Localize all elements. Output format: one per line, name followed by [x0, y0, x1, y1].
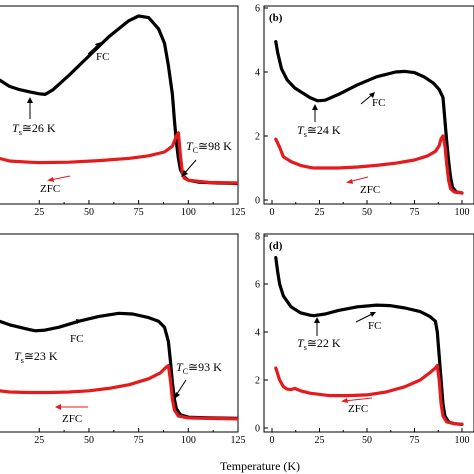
panel-d-letter: (d)	[269, 240, 283, 252]
panel-d-axes	[263, 233, 474, 433]
panel-b-zfc-label: ZFC	[360, 184, 380, 196]
x-tick-label: 100	[455, 435, 470, 446]
x-tick-label: 25	[315, 207, 325, 218]
panel-a-tc-label: TC≅98 K	[186, 139, 232, 155]
panel-a-zfc-arrowhead	[47, 177, 54, 182]
x-tick-label: 0	[270, 435, 275, 446]
panel-b-ts-label: Ts≅24 K	[297, 123, 341, 139]
y-tick-label: 8	[255, 232, 260, 243]
panel-d-zfc-arrowhead	[341, 398, 348, 403]
x-tick-label: 100	[455, 207, 470, 218]
x-tick-label: 125	[231, 207, 246, 218]
panel-d: 0 2 4 6 8 0 25 50 75 100 (d) FC Ts≅22 K ZFC	[255, 232, 474, 446]
panel-b-series	[274, 40, 464, 195]
y-tick-label: 2	[255, 376, 260, 387]
x-tick-label: 50	[84, 435, 94, 446]
panel-b-y-tick-labels: 0 2 4 6	[255, 4, 260, 207]
panel-c-series	[0, 311, 238, 421]
panel-c-ts-label: Ts≅23 K	[14, 349, 58, 365]
y-tick-label: 4	[255, 68, 260, 79]
x-tick-label: 0	[270, 207, 275, 218]
panel-d-ts-arrowhead	[314, 317, 320, 323]
x-tick-label: 25	[315, 435, 325, 446]
panel-b-zfc-arrowhead	[346, 179, 353, 184]
panel-c-x-tick-labels: 25 50 75 100 125	[34, 435, 245, 446]
x-tick-label: 100	[181, 435, 196, 446]
series-line-zfc	[274, 134, 464, 195]
panel-b-x-tick-labels: 0 25 50 75 100	[270, 207, 470, 218]
y-tick-label: 6	[255, 4, 260, 15]
panel-b-ts-arrowhead	[312, 104, 318, 110]
panel-b-fc-arrowhead	[369, 92, 375, 98]
panel-a-zfc-label: ZFC	[40, 183, 60, 195]
panel-b-letter: (b)	[269, 12, 283, 24]
series-line-fc	[274, 40, 464, 195]
series-line-zfc	[0, 131, 238, 185]
x-tick-label: 75	[134, 207, 144, 218]
series-line-fc	[274, 256, 464, 426]
x-tick-label: 25	[34, 207, 44, 218]
panel-c-zfc-label: ZFC	[62, 413, 82, 425]
panel-b-ticks	[264, 7, 463, 204]
panel-a: 25 50 75 100 125 FC Ts≅26 K TC≅98 K ZFC	[0, 5, 246, 218]
y-tick-label: 2	[255, 132, 260, 143]
series-line-fc	[0, 311, 238, 420]
panel-d-ts-label: Ts≅22 K	[297, 336, 341, 352]
panel-c-axes	[0, 233, 239, 433]
panel-c-tc-label: TC≅93 K	[176, 360, 222, 376]
y-tick-label: 6	[255, 280, 260, 291]
panel-a-fc-arrowhead	[95, 42, 101, 48]
panel-b-axes	[263, 5, 474, 205]
x-tick-label: 50	[362, 435, 372, 446]
panel-c: 25 50 75 100 125 FC Ts≅23 K TC≅93 K ZFC	[0, 233, 246, 446]
panel-d-x-tick-labels: 0 25 50 75 100	[270, 435, 470, 446]
panel-d-fc-arrowhead	[370, 312, 376, 317]
panel-a-series	[0, 14, 238, 185]
series-line-zfc	[274, 364, 464, 426]
series-line-zfc	[0, 364, 238, 421]
panel-c-tc-arrowhead	[174, 392, 180, 399]
panel-d-series	[274, 256, 464, 426]
panel-c-zfc-arrowhead	[55, 404, 61, 410]
y-tick-label: 4	[255, 328, 260, 339]
x-tick-label: 50	[362, 207, 372, 218]
panel-a-ticks	[38, 200, 239, 204]
panel-a-ts-arrowhead	[27, 97, 33, 103]
panel-d-zfc-arrow	[343, 397, 373, 402]
panel-c-fc-label: FC	[70, 333, 83, 345]
x-tick-label: 75	[410, 207, 420, 218]
panel-c-fc-arrowhead	[76, 319, 82, 324]
panel-d-zfc-label: ZFC	[348, 403, 368, 415]
panel-b: 0 2 4 6 0 25 50 75 100 (b) FC Ts≅24 K ZFC	[255, 4, 474, 218]
panel-d-y-tick-labels: 0 2 4 6 8	[255, 232, 260, 435]
x-tick-label: 50	[84, 207, 94, 218]
panel-a-x-tick-labels: 25 50 75 100 125	[34, 207, 245, 218]
x-tick-label: 125	[231, 435, 246, 446]
x-tick-label: 75	[134, 435, 144, 446]
panel-d-fc-label: FC	[368, 320, 381, 332]
panel-d-ticks	[264, 235, 463, 432]
panel-b-fc-label: FC	[372, 97, 385, 109]
panel-a-fc-label: FC	[96, 51, 109, 63]
x-tick-label: 100	[181, 207, 196, 218]
panel-c-ticks	[38, 428, 239, 432]
y-tick-label: 0	[255, 196, 260, 207]
y-tick-label: 0	[255, 424, 260, 435]
panel-a-axes	[0, 5, 239, 205]
panel-a-tc-arrowhead	[181, 170, 188, 177]
x-tick-label: 25	[34, 435, 44, 446]
x-axis-title: Temperature (K)	[220, 459, 300, 473]
x-tick-label: 75	[410, 435, 420, 446]
panel-a-ts-label: Ts≅26 K	[12, 121, 56, 137]
